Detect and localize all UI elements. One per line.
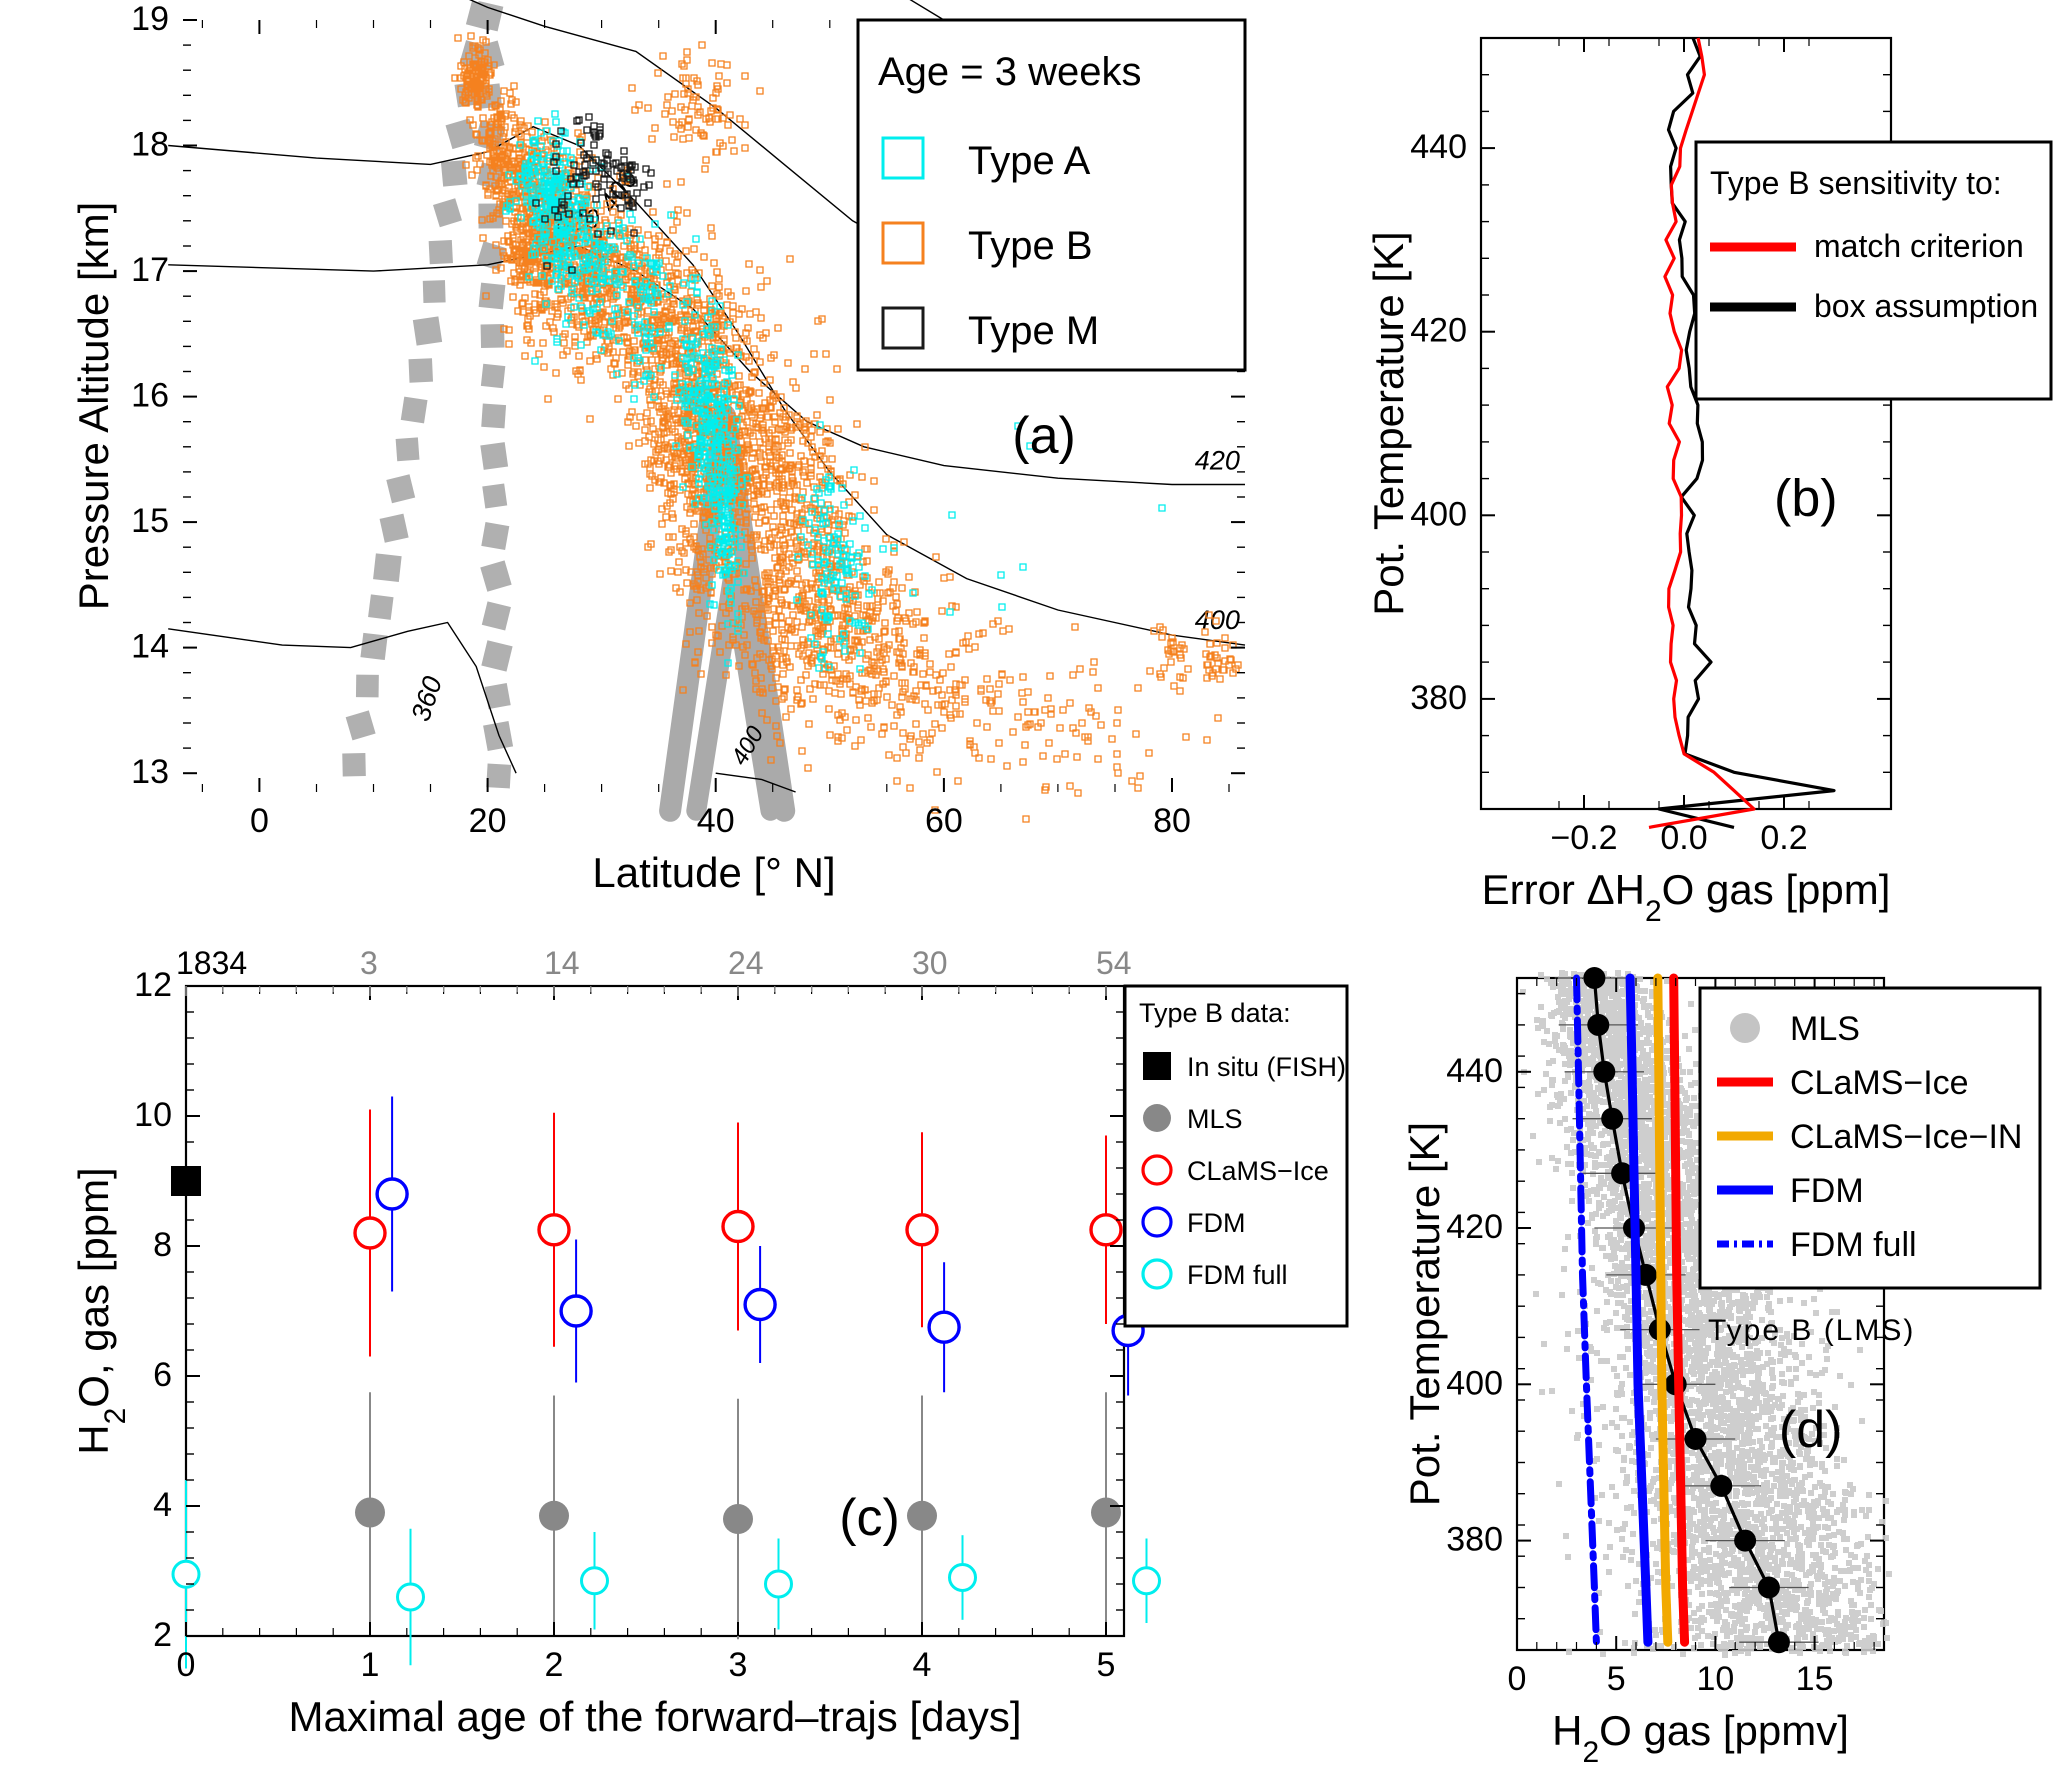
svg-text:4: 4 [913, 1646, 932, 1684]
svg-text:Age = 3 weeks: Age = 3 weeks [878, 50, 1142, 94]
svg-text:Pressure Altitude [km]: Pressure Altitude [km] [70, 202, 117, 611]
svg-text:MLS: MLS [1187, 1104, 1243, 1134]
svg-text:3: 3 [360, 945, 378, 981]
svg-text:Type B: Type B [968, 224, 1093, 268]
svg-text:Latitude [° N]: Latitude [° N] [592, 849, 835, 896]
svg-text:match criterion: match criterion [1814, 228, 2024, 264]
svg-text:Maximal age of the forward–tra: Maximal age of the forward–trajs [days] [289, 1693, 1022, 1740]
svg-text:380: 380 [1446, 1521, 1503, 1559]
svg-text:Type B sensitivity to:: Type B sensitivity to: [1710, 165, 2002, 201]
svg-text:0.0: 0.0 [1660, 819, 1707, 857]
svg-text:6: 6 [153, 1356, 172, 1394]
svg-text:10: 10 [134, 1096, 172, 1134]
svg-text:Type M: Type M [968, 309, 1099, 353]
svg-text:400: 400 [1446, 1364, 1503, 1402]
svg-text:4: 4 [153, 1486, 172, 1524]
svg-text:17: 17 [131, 251, 169, 289]
svg-text:10: 10 [1696, 1660, 1734, 1698]
svg-text:5: 5 [1607, 1660, 1626, 1698]
svg-text:(a): (a) [1012, 407, 1076, 465]
svg-text:H2O gas [ppmv]: H2O gas [ppmv] [1552, 1707, 1849, 1769]
svg-text:FDM full: FDM full [1790, 1226, 1917, 1264]
svg-text:20: 20 [469, 802, 507, 840]
svg-text:0: 0 [177, 1646, 196, 1684]
svg-text:MLS: MLS [1790, 1010, 1860, 1048]
svg-text:30: 30 [912, 945, 948, 981]
svg-text:12: 12 [134, 966, 172, 1004]
svg-text:80: 80 [1153, 802, 1191, 840]
svg-text:420: 420 [1410, 312, 1467, 350]
svg-text:19: 19 [131, 0, 169, 38]
svg-text:18: 18 [131, 126, 169, 164]
svg-text:Pot. Temperature [K]: Pot. Temperature [K] [1365, 231, 1412, 615]
svg-text:−0.2: −0.2 [1550, 819, 1617, 857]
svg-text:400: 400 [1410, 495, 1467, 533]
svg-text:8: 8 [153, 1226, 172, 1264]
svg-text:FDM: FDM [1187, 1208, 1245, 1238]
svg-text:5: 5 [1097, 1646, 1116, 1684]
svg-text:40: 40 [697, 802, 735, 840]
svg-text:380: 380 [1410, 679, 1467, 717]
svg-text:2: 2 [153, 1616, 172, 1654]
svg-text:FDM: FDM [1790, 1172, 1864, 1210]
svg-text:440: 440 [1410, 128, 1467, 166]
svg-text:60: 60 [925, 802, 963, 840]
svg-text:Type B (LMS): Type B (LMS) [1708, 1314, 1915, 1347]
svg-text:Type A: Type A [968, 139, 1091, 183]
svg-text:(d): (d) [1779, 1401, 1843, 1459]
svg-text:13: 13 [131, 753, 169, 791]
svg-text:24: 24 [728, 945, 764, 981]
svg-text:15: 15 [131, 502, 169, 540]
svg-text:54: 54 [1096, 945, 1132, 981]
svg-text:In situ (FISH): In situ (FISH) [1187, 1052, 1346, 1082]
svg-text:CLaMS−Ice: CLaMS−Ice [1187, 1156, 1329, 1186]
svg-text:1: 1 [361, 1646, 380, 1684]
svg-text:2: 2 [545, 1646, 564, 1684]
svg-text:Error ΔH2O gas [ppm]: Error ΔH2O gas [ppm] [1482, 866, 1891, 928]
svg-text:0.2: 0.2 [1760, 819, 1807, 857]
svg-text:Pot. Temperature [K]: Pot. Temperature [K] [1401, 1122, 1448, 1506]
svg-text:CLaMS−Ice: CLaMS−Ice [1790, 1064, 1969, 1102]
svg-text:CLaMS−Ice−IN: CLaMS−Ice−IN [1790, 1118, 2022, 1156]
svg-text:Type B data:: Type B data: [1139, 998, 1291, 1028]
svg-text:box assumption: box assumption [1814, 288, 2038, 324]
svg-text:440: 440 [1446, 1052, 1503, 1090]
svg-text:3: 3 [729, 1646, 748, 1684]
svg-text:0: 0 [1508, 1660, 1527, 1698]
svg-text:H2O, gas [ppm]: H2O, gas [ppm] [70, 1167, 132, 1454]
svg-text:(b): (b) [1774, 469, 1838, 527]
svg-text:1834: 1834 [176, 945, 247, 981]
svg-text:(c): (c) [839, 1489, 900, 1547]
svg-text:14: 14 [544, 945, 580, 981]
svg-text:420: 420 [1446, 1208, 1503, 1246]
svg-text:420: 420 [1195, 445, 1240, 475]
svg-text:0: 0 [250, 802, 269, 840]
svg-text:14: 14 [131, 628, 169, 666]
svg-text:FDM full: FDM full [1187, 1260, 1288, 1290]
svg-text:15: 15 [1796, 1660, 1834, 1698]
svg-text:16: 16 [131, 377, 169, 415]
